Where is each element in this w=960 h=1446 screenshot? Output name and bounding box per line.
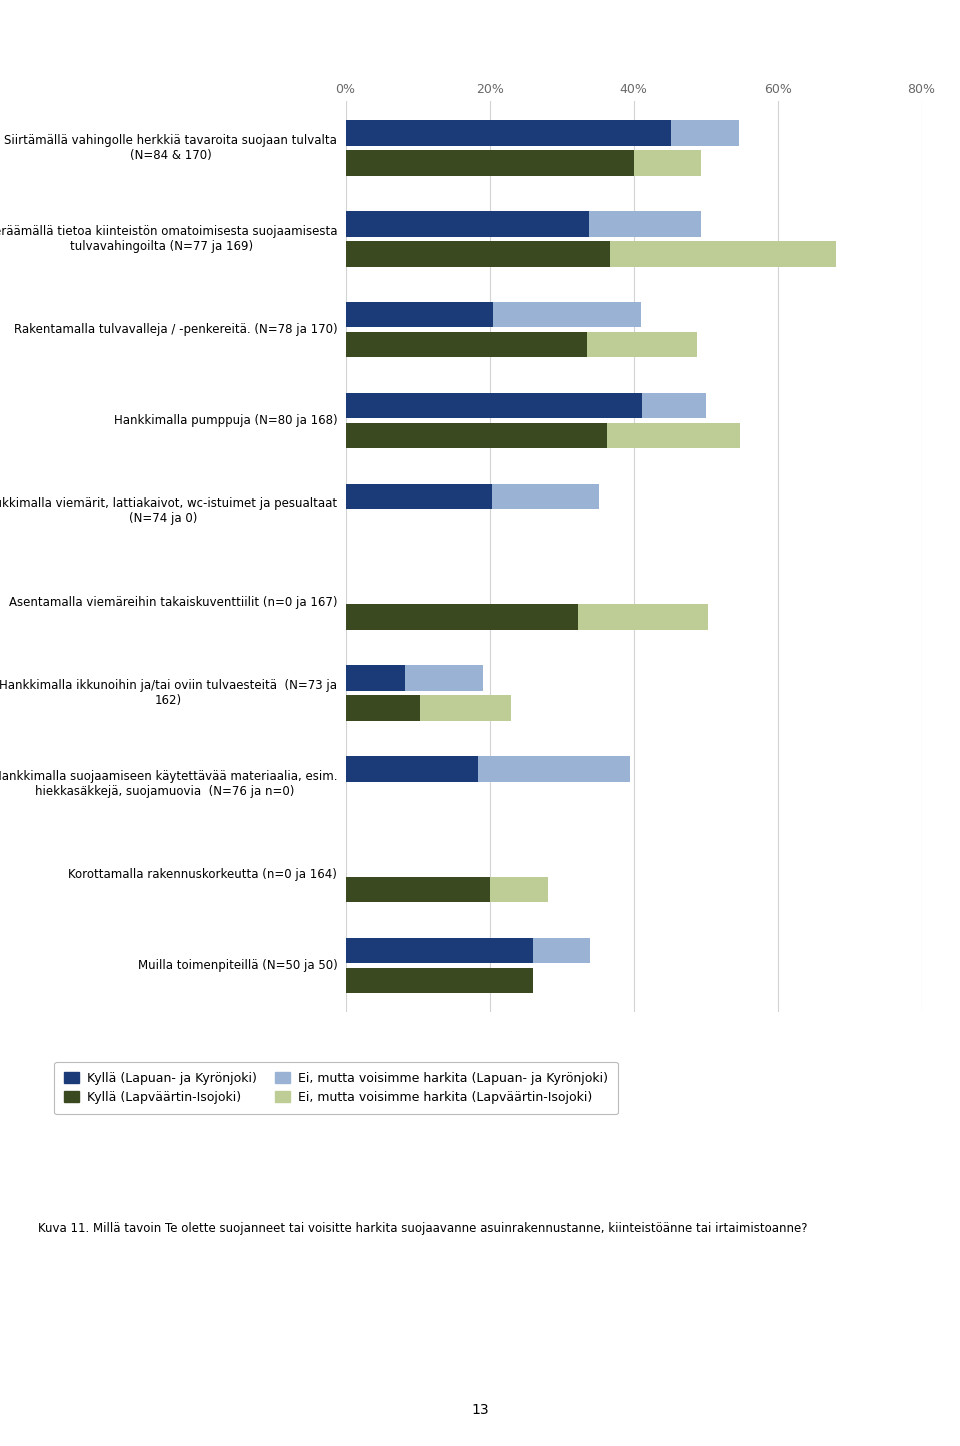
Bar xyxy=(607,422,740,448)
Bar xyxy=(588,211,701,237)
Bar xyxy=(634,150,701,176)
Bar xyxy=(346,967,533,993)
Bar xyxy=(346,333,587,357)
Text: 13: 13 xyxy=(471,1403,489,1417)
Bar xyxy=(405,665,483,691)
Bar xyxy=(346,876,491,902)
Bar xyxy=(346,756,478,781)
Bar xyxy=(346,150,634,176)
Bar xyxy=(346,393,642,418)
Bar xyxy=(346,665,405,691)
Bar xyxy=(493,302,641,327)
Bar xyxy=(346,696,420,720)
Bar xyxy=(346,211,588,237)
Legend: Kyllä (Lapuan- ja Kyrönjoki), Kyllä (Lapväärtin-Isojoki), Ei, mutta voisimme har: Kyllä (Lapuan- ja Kyrönjoki), Kyllä (Lap… xyxy=(55,1061,618,1113)
Bar xyxy=(492,483,599,509)
Bar xyxy=(346,241,610,266)
Text: Kuva 11. Millä tavoin Te olette suojanneet tai voisitte harkita suojaavanne asui: Kuva 11. Millä tavoin Te olette suojanne… xyxy=(38,1222,808,1235)
Bar xyxy=(346,120,671,146)
Bar xyxy=(478,756,630,781)
Bar xyxy=(346,422,607,448)
Bar xyxy=(671,120,739,146)
Bar xyxy=(578,604,708,630)
Bar xyxy=(346,483,492,509)
Bar xyxy=(642,393,706,418)
Bar xyxy=(346,937,533,963)
Bar xyxy=(420,696,511,720)
Bar xyxy=(346,604,578,630)
Bar xyxy=(587,333,697,357)
Bar xyxy=(491,876,548,902)
Bar xyxy=(610,241,836,266)
Bar xyxy=(346,302,493,327)
Bar xyxy=(533,937,590,963)
